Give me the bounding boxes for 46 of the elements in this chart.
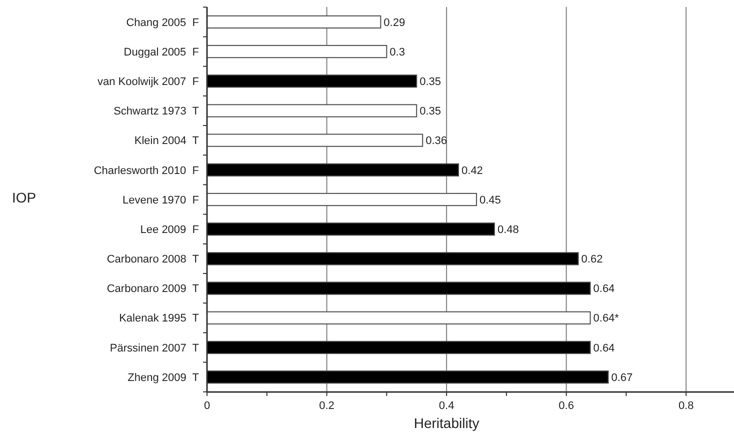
y-tick-label: Carbonaro 2008 T [106, 254, 200, 266]
data-label: 0.67 [611, 372, 633, 384]
data-label: 0.62 [581, 254, 603, 266]
x-tick-label: 0.8 [678, 400, 694, 412]
y-tick-label: Duggal 2005 F [124, 46, 200, 58]
bar [206, 44, 388, 58]
y-tick-label: Zheng 2009 T [128, 372, 200, 384]
y-tick-label: Levene 1970 F [122, 194, 200, 206]
bar [206, 252, 579, 266]
y-tick-label: Charlesworth 2010 F [94, 164, 200, 177]
y-tick-label: Schwartz 1973 T [114, 106, 200, 118]
y-tick-label: Chang 2005 F [126, 16, 200, 29]
data-label: 0.3 [390, 46, 405, 58]
y-tick-label: Lee 2009 F [140, 224, 200, 236]
bar [206, 222, 495, 236]
bar [206, 370, 609, 384]
bar [206, 311, 591, 324]
data-label: 0.42 [462, 164, 483, 177]
bar [206, 163, 460, 176]
data-label: 0.36 [426, 135, 448, 148]
bar [206, 282, 591, 295]
data-label: 0.45 [479, 194, 501, 206]
x-tick-label: 0 [204, 400, 210, 412]
y-tick-label: Klein 2004 T [134, 135, 200, 148]
y-tick-label: Carbonaro 2009 T [106, 283, 200, 296]
bar [206, 104, 418, 118]
x-tick-label: 0.4 [438, 400, 454, 412]
data-label: 0.64 [593, 342, 615, 354]
data-label: 0.64* [593, 312, 620, 325]
bar [206, 340, 591, 354]
data-label: 0.64 [593, 283, 615, 296]
bar [206, 192, 477, 206]
bar [206, 134, 424, 147]
data-label: 0.48 [497, 224, 519, 236]
data-label: 0.29 [384, 16, 406, 29]
y-tick-label: van Koolwijk 2007 F [98, 76, 200, 88]
y-tick-label: Pärssinen 2007 T [110, 342, 200, 354]
x-axis-title: Heritability [414, 415, 480, 431]
y-tick-label: Kalenak 1995 T [119, 312, 200, 325]
data-label: 0.35 [420, 106, 442, 118]
bar [206, 15, 382, 29]
bar [206, 74, 418, 88]
x-tick-label: 0.6 [558, 400, 574, 412]
x-tick-label: 0.2 [319, 400, 334, 412]
data-label: 0.35 [420, 76, 442, 88]
y-axis-title: IOP [12, 189, 36, 206]
